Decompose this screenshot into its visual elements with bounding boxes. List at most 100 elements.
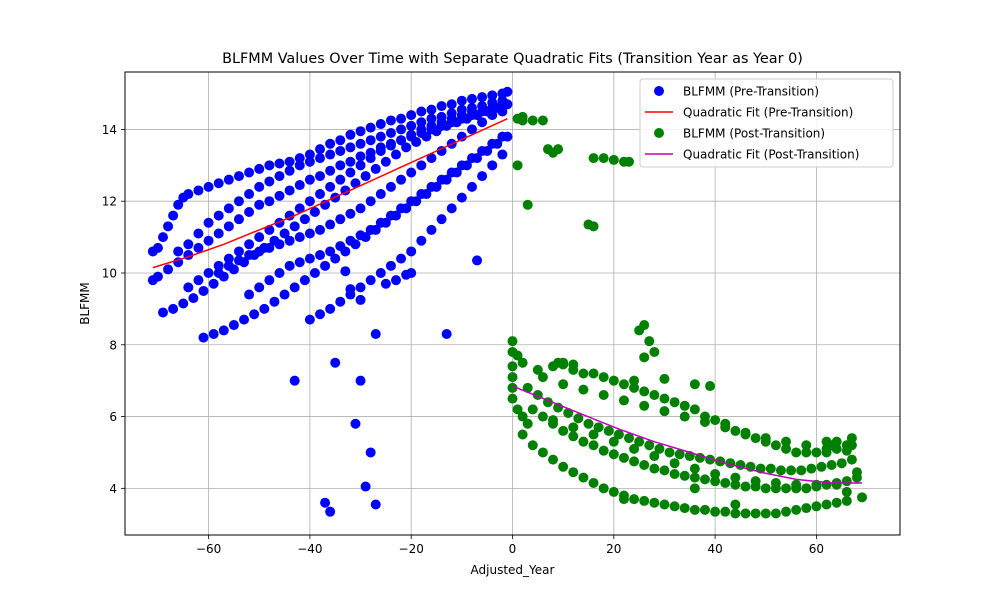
series-2-point-16 <box>588 221 599 232</box>
series-0-point-212 <box>294 232 305 243</box>
series-2-point-90 <box>831 497 842 508</box>
series-0-point-173 <box>487 97 498 108</box>
series-0-point-114 <box>228 320 239 331</box>
series-2-point-32 <box>578 368 589 379</box>
series-0-point-149 <box>244 189 255 200</box>
series-2-point-115 <box>760 483 771 494</box>
series-0-point-156 <box>315 153 326 164</box>
series-2-point-91 <box>841 495 852 506</box>
series-2-point-42 <box>679 400 690 411</box>
series-0-point-251 <box>426 181 437 192</box>
series-2-point-149 <box>765 463 776 474</box>
series-0-point-230 <box>477 117 488 128</box>
series-0-point-283 <box>340 266 351 277</box>
series-0-point-116 <box>249 309 260 320</box>
series-2-point-167 <box>720 422 731 433</box>
series-0-point-123 <box>320 260 331 271</box>
series-0-point-119 <box>279 289 290 300</box>
series-0-point-181 <box>244 239 255 250</box>
series-0-point-33 <box>446 99 457 110</box>
series-0-point-47 <box>213 228 224 239</box>
series-0-point-176 <box>193 275 204 286</box>
series-2-point-105 <box>659 465 670 476</box>
series-0-point-15 <box>264 160 275 171</box>
series-0-point-60 <box>345 156 356 167</box>
series-0-point-90 <box>299 214 310 225</box>
series-0-point-235 <box>264 275 275 286</box>
series-0-point-224 <box>416 160 427 171</box>
series-0-point-79 <box>188 293 199 304</box>
series-2-point-47 <box>730 425 741 436</box>
series-0-point-49 <box>233 214 244 225</box>
series-2-point-174 <box>548 415 559 426</box>
series-0-point-89 <box>289 221 300 232</box>
y-axis-ticks: 4 6 8 10 12 14 <box>102 123 125 496</box>
series-0-point-30 <box>416 106 427 117</box>
series-0-point-270 <box>416 235 427 246</box>
y-axis-label: BLFMM <box>78 282 92 325</box>
series-0-point-98 <box>380 156 391 167</box>
series-2-point-119 <box>801 483 812 494</box>
series-0-point-247 <box>385 210 396 221</box>
series-0-point-180 <box>233 246 244 257</box>
series-0-point-155 <box>304 156 315 167</box>
series-2-point-27 <box>522 418 533 429</box>
series-2-point-39 <box>649 390 660 401</box>
series-0-point-81 <box>208 278 219 289</box>
series-0-point-249 <box>406 196 417 207</box>
series-0-point-233 <box>244 289 255 300</box>
series-0-point-167 <box>426 113 437 124</box>
series-0-point-28 <box>396 113 407 124</box>
series-2-point-185 <box>770 477 781 488</box>
series-2-point-63 <box>558 461 569 472</box>
series-2-point-54 <box>801 447 812 458</box>
series-2-point-117 <box>781 483 792 494</box>
series-2-point-72 <box>649 497 660 508</box>
series-2-point-26 <box>517 411 528 422</box>
series-0-point-146 <box>213 210 224 221</box>
series-0-point-174 <box>497 95 508 106</box>
series-2-point-188 <box>831 479 842 490</box>
series-2-point-20 <box>517 357 528 368</box>
series-2-point-10 <box>588 153 599 164</box>
series-2-point-130 <box>573 413 584 424</box>
series-0-point-25 <box>365 122 376 133</box>
series-2-point-60 <box>527 440 538 451</box>
series-0-point-293 <box>355 294 366 305</box>
series-0-point-294 <box>345 284 356 295</box>
series-0-point-238 <box>294 257 305 268</box>
series-2-point-38 <box>639 386 650 397</box>
series-2-point-169 <box>760 433 771 444</box>
series-2-point-55 <box>811 447 822 458</box>
series-2-point-40 <box>659 393 670 404</box>
series-2-point-53 <box>791 447 802 458</box>
series-0-point-216 <box>335 214 346 225</box>
series-0-point-154 <box>294 160 305 171</box>
series-2-point-51 <box>770 440 781 451</box>
series-0-point-147 <box>223 203 234 214</box>
series-2-point-95 <box>558 425 569 436</box>
series-0-point-269 <box>406 246 417 257</box>
series-0-point-20 <box>315 144 326 155</box>
series-0-point-206 <box>233 255 244 266</box>
series-0-point-296 <box>390 275 401 286</box>
series-0-point-12 <box>233 171 244 182</box>
series-2-point-11 <box>598 153 609 164</box>
series-0-point-198 <box>416 124 427 135</box>
series-2-point-41 <box>669 397 680 408</box>
series-0-point-188 <box>315 189 326 200</box>
series-0-point-48 <box>223 221 234 232</box>
series-0-point-8 <box>193 185 204 196</box>
series-0-point-199 <box>426 120 437 131</box>
series-0-point-111 <box>198 332 209 343</box>
series-0-point-52 <box>264 196 275 207</box>
series-2-point-21 <box>507 361 518 372</box>
series-2-point-98 <box>588 440 599 451</box>
series-2-point-197 <box>639 352 650 363</box>
series-0-point-21 <box>325 138 336 149</box>
series-2-point-107 <box>679 470 690 481</box>
series-0-point-267 <box>385 260 396 271</box>
series-0-point-207 <box>244 250 255 261</box>
series-0-point-241 <box>325 246 336 257</box>
series-0-point-1 <box>152 242 163 253</box>
